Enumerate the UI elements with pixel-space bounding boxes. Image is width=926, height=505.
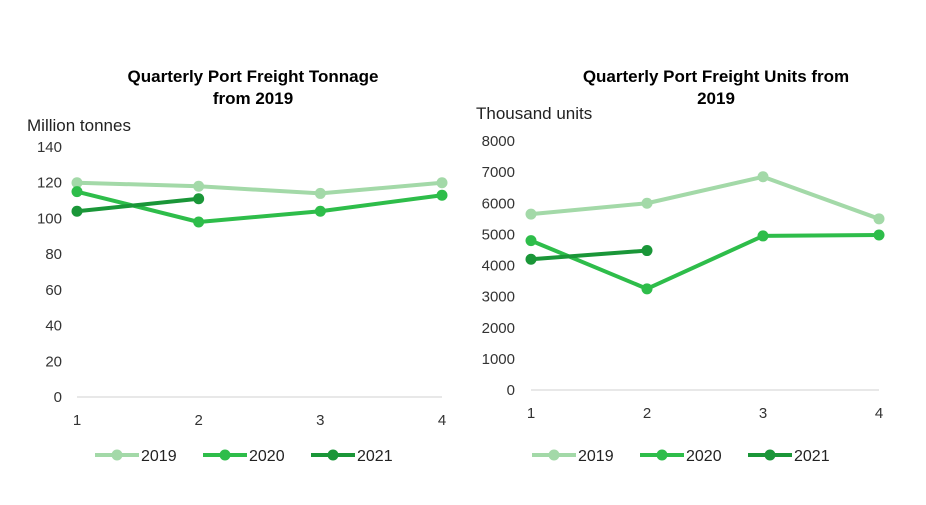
series-line-2021 [75, 196, 201, 214]
y-tick-label: 1000 [482, 351, 515, 368]
legend-label-2021: 2021 [794, 448, 830, 465]
series-lines [71, 177, 448, 228]
series-line-2019 [529, 174, 881, 221]
legend-label-2020: 2020 [686, 448, 722, 465]
x-tick-label: 1 [73, 412, 81, 429]
y-tick-label: 40 [45, 318, 62, 335]
y-tick-label: 20 [45, 353, 62, 370]
data-point-2019 [641, 197, 653, 209]
y-axis-label: Thousand units [476, 104, 592, 123]
chart-title-line-1: Quarterly Port Freight Units from [583, 67, 849, 86]
y-tick-label: 120 [37, 175, 62, 192]
chart-tonnage: Quarterly Port Freight Tonnage from 2019… [27, 67, 448, 465]
x-tick-label: 3 [759, 405, 767, 422]
data-point-2021 [525, 253, 537, 265]
data-point-2019 [525, 208, 537, 220]
data-point-2020 [757, 230, 769, 242]
x-tick-label: 4 [875, 405, 883, 422]
legend-marker-2020 [219, 449, 231, 461]
data-point-2020 [873, 229, 885, 241]
y-tick-label: 0 [507, 382, 515, 399]
y-axis-label: Million tonnes [27, 116, 131, 135]
series-line-2020 [529, 232, 881, 291]
y-tick-label: 100 [37, 210, 62, 227]
data-point-2019 [436, 177, 448, 189]
y-tick-label: 6000 [482, 195, 515, 212]
legend-label-2020: 2020 [249, 448, 285, 465]
y-tick-label: 0 [54, 389, 62, 406]
data-point-2019 [193, 180, 205, 192]
data-point-2019 [314, 187, 326, 199]
series-lines [525, 171, 885, 295]
data-point-2020 [525, 235, 537, 247]
y-tick-label: 7000 [482, 164, 515, 181]
x-tick-label: 2 [194, 412, 202, 429]
legend-label-2021: 2021 [357, 448, 393, 465]
y-tick-label: 60 [45, 282, 62, 299]
y-tick-labels: 0 1000 2000 3000 4000 5000 6000 7000 8000 [482, 133, 515, 399]
y-tick-label: 5000 [482, 226, 515, 243]
legend-label-2019: 2019 [578, 448, 614, 465]
chart-title-line-1: Quarterly Port Freight Tonnage [128, 67, 379, 86]
y-tick-label: 4000 [482, 258, 515, 275]
legend-marker-2019 [548, 449, 560, 461]
data-point-2019 [757, 171, 769, 183]
data-point-2021 [193, 193, 205, 205]
legend-label-2019: 2019 [141, 448, 177, 465]
legend-marker-2021 [327, 449, 339, 461]
chart-title-line-2: 2019 [697, 89, 735, 108]
data-point-2020 [193, 216, 205, 228]
legend: 2019 2020 2021 [532, 448, 830, 465]
data-point-2021 [641, 245, 653, 257]
y-tick-labels: 0 20 40 60 80 100 120 140 [37, 139, 62, 406]
data-point-2021 [71, 205, 83, 217]
data-point-2020 [71, 186, 83, 198]
x-tick-label: 2 [643, 405, 651, 422]
y-tick-label: 3000 [482, 289, 515, 306]
x-tick-label: 3 [316, 412, 324, 429]
chart-title-line-2: from 2019 [213, 89, 293, 108]
y-tick-label: 8000 [482, 133, 515, 150]
y-tick-label: 80 [45, 246, 62, 263]
data-point-2019 [71, 177, 83, 189]
data-point-2020 [641, 283, 653, 295]
data-point-2019 [873, 213, 885, 225]
data-point-2020 [314, 205, 326, 217]
data-point-2020 [436, 189, 448, 201]
x-tick-label: 1 [527, 405, 535, 422]
x-tick-labels: 1 2 3 4 [527, 405, 883, 422]
series-line-2021 [529, 248, 649, 262]
legend: 2019 2020 2021 [95, 448, 393, 465]
legend-marker-2020 [656, 449, 668, 461]
x-tick-labels: 1 2 3 4 [73, 412, 446, 429]
legend-marker-2021 [764, 449, 776, 461]
y-tick-label: 140 [37, 139, 62, 156]
x-tick-label: 4 [438, 412, 446, 429]
series-line-2019 [75, 180, 444, 196]
chart-units: Quarterly Port Freight Units from 2019 T… [476, 67, 885, 465]
legend-marker-2019 [111, 449, 123, 461]
y-tick-label: 2000 [482, 320, 515, 337]
